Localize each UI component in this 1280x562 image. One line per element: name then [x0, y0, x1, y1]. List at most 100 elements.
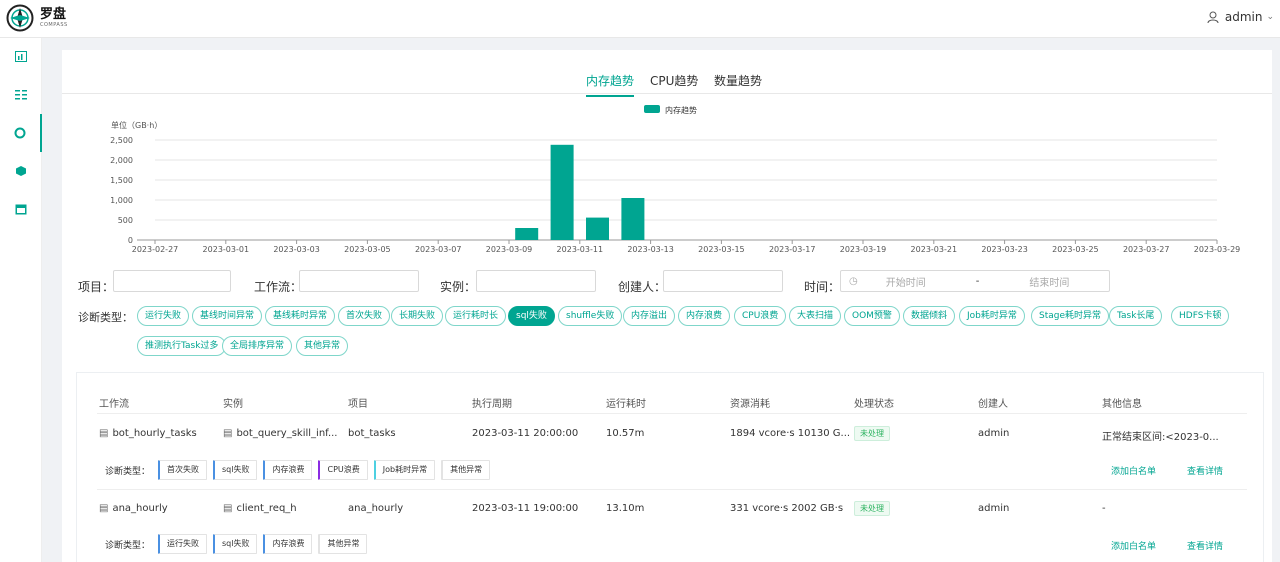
diag-tag: 其他异常 — [441, 460, 491, 480]
chip-sql-failed[interactable]: sql失败 — [508, 306, 555, 326]
diag-tag: Job耗时异常 — [373, 460, 436, 480]
tab-cpu-trend[interactable]: CPU趋势 — [650, 74, 699, 88]
diag-tag: 其他异常 — [318, 534, 368, 554]
chip-shuffle-failed[interactable]: shuffle失败 — [558, 306, 623, 326]
row-workflow[interactable]: ▤ bot_hourly_tasks — [99, 428, 197, 439]
chip-large-table-scan[interactable]: 大表扫描 — [789, 306, 842, 326]
workflow-icon: ▤ — [99, 428, 109, 439]
bar — [550, 144, 574, 240]
row-period: 2023-03-11 20:00:00 — [472, 428, 579, 439]
workflow-name: ana_hourly — [112, 503, 168, 514]
workflow-icon: ▤ — [99, 503, 109, 514]
add-whitelist-button[interactable]: 添加白名单 — [1111, 467, 1157, 477]
bar — [515, 228, 539, 240]
column-header-status: 处理状态 — [854, 399, 894, 410]
user-icon — [1207, 11, 1219, 23]
y-tick-label: 2,000 — [110, 156, 133, 165]
top-bar: 罗盘 COMPASS admin ⌄ — [0, 0, 1280, 38]
chip-long-runtime[interactable]: 运行耗时长 — [445, 306, 507, 326]
diag-tag: 运行失败 — [158, 534, 208, 554]
sidebar-item-diagnosis[interactable] — [0, 114, 42, 152]
tab-memory-trend[interactable]: 内存趋势 — [586, 72, 635, 97]
row-diagnosis-tags: 诊断类型： 运行失败 sql失败 内存浪费 其他异常 — [105, 533, 373, 555]
add-whitelist-button[interactable]: 添加白名单 — [1111, 542, 1157, 552]
memory-trend-chart: 内存趋势 单位（GB·h） 0 500 1,000 1,500 2,000 2,500 2023… — [62, 100, 1272, 310]
instance-input[interactable] — [476, 270, 596, 292]
row-instance[interactable]: ▤ bot_query_skill_inf... — [223, 428, 338, 439]
instance-icon: ▤ — [223, 503, 233, 514]
cube-icon — [16, 166, 26, 176]
row-duration: 10.57m — [606, 428, 645, 439]
x-tick-label: 2023-03-11 — [557, 245, 604, 254]
x-tick-label: 2023-03-19 — [840, 245, 887, 254]
chip-oom-warning[interactable]: OOM预警 — [844, 306, 900, 326]
chip-cpu-waste[interactable]: CPU浪费 — [734, 306, 787, 326]
clock-icon: ◷ — [849, 275, 858, 287]
x-tick-label: 2023-03-15 — [698, 245, 745, 254]
chip-first-failed[interactable]: 首次失败 — [338, 306, 391, 326]
x-tick-label: 2023-03-01 — [203, 245, 250, 254]
tab-count-trend[interactable]: 数量趋势 — [714, 74, 763, 88]
chip-global-sort-anomaly[interactable]: 全局排序异常 — [222, 336, 293, 356]
date-range-picker[interactable]: ◷ 开始时间 - 结束时间 — [840, 270, 1110, 292]
diagnosis-type-label: 诊断类型： — [78, 311, 133, 324]
y-tick-label: 1,000 — [110, 196, 133, 205]
row-resource: 331 vcore·s 2002 GB·s — [730, 503, 844, 514]
sidebar-item-dashboard[interactable] — [0, 38, 42, 76]
x-tick-label: 2023-03-23 — [981, 245, 1028, 254]
column-header-creator: 创建人 — [978, 399, 1008, 410]
diag-tag: CPU浪费 — [318, 460, 368, 480]
chip-job-duration-anomaly[interactable]: Job耗时异常 — [959, 306, 1025, 326]
chip-other-anomaly[interactable]: 其他异常 — [296, 336, 349, 356]
project-input[interactable] — [113, 270, 231, 292]
x-tick-label: 2023-03-17 — [769, 245, 816, 254]
row-diagnosis-label: 诊断类型： — [105, 540, 151, 551]
status-badge: 未处理 — [854, 501, 890, 516]
chip-baseline-duration-anomaly[interactable]: 基线耗时异常 — [265, 306, 336, 326]
chip-speculative-tasks[interactable]: 推测执行Task过多 — [137, 336, 227, 356]
chevron-down-icon: ⌄ — [1266, 12, 1274, 22]
view-details-button[interactable]: 查看详情 — [1187, 467, 1224, 477]
x-tick-label: 2023-03-27 — [1123, 245, 1170, 254]
sidebar-item-cube[interactable] — [0, 152, 42, 190]
view-details-button[interactable]: 查看详情 — [1187, 542, 1224, 552]
row-diagnosis-label: 诊断类型： — [105, 466, 151, 477]
trend-tabs: 内存趋势 CPU趋势 数量趋势 — [62, 68, 1272, 97]
row-creator: admin — [978, 428, 1010, 439]
x-tick-label: 2023-03-07 — [415, 245, 462, 254]
user-menu[interactable]: admin ⌄ — [1207, 10, 1274, 24]
main-panel: 内存趋势 CPU趋势 数量趋势 内存趋势 单位（GB·h） 0 500 1,000 1,5… — [62, 50, 1272, 562]
row-other-info: - — [1102, 503, 1106, 514]
creator-input[interactable] — [663, 270, 783, 292]
sidebar — [0, 38, 42, 562]
chip-long-term-failed[interactable]: 长期失败 — [391, 306, 444, 326]
column-header-other: 其他信息 — [1102, 399, 1142, 410]
chip-run-failed[interactable]: 运行失败 — [137, 306, 190, 326]
x-tick-label: 2023-03-21 — [911, 245, 958, 254]
chip-hdfs-stall[interactable]: HDFS卡顿 — [1171, 306, 1230, 326]
end-time-placeholder[interactable]: 结束时间 — [1029, 277, 1070, 289]
chip-task-long-tail[interactable]: Task长尾 — [1109, 306, 1163, 326]
row-divider — [97, 489, 1247, 490]
chip-data-skew[interactable]: 数据倾斜 — [903, 306, 956, 326]
chip-memory-overflow[interactable]: 内存溢出 — [623, 306, 676, 326]
instance-label: 实例： — [440, 280, 477, 294]
chip-baseline-time-anomaly[interactable]: 基线时间异常 — [192, 306, 263, 326]
start-time-placeholder[interactable]: 开始时间 — [885, 277, 926, 289]
sidebar-item-list[interactable] — [0, 76, 42, 114]
row-workflow[interactable]: ▤ ana_hourly — [99, 503, 168, 514]
bar — [586, 217, 609, 240]
row-diagnosis-tags: 诊断类型： 首次失败 sql失败 内存浪费 CPU浪费 Job耗时异常 其他异常 — [105, 459, 496, 481]
chip-stage-duration-anomaly[interactable]: Stage耗时异常 — [1031, 306, 1110, 326]
compass-logo-icon — [6, 4, 34, 32]
chip-memory-waste[interactable]: 内存浪费 — [678, 306, 731, 326]
sidebar-item-calendar[interactable] — [0, 190, 42, 228]
y-axis-label: 单位（GB·h） — [111, 120, 162, 130]
row-instance[interactable]: ▤ client_req_h — [223, 503, 297, 514]
logo[interactable]: 罗盘 COMPASS — [6, 4, 68, 32]
header-divider — [97, 413, 1247, 414]
workflow-input[interactable] — [299, 270, 419, 292]
bar — [621, 198, 645, 240]
diagnosis-icon — [14, 127, 26, 139]
row-other-info: 正常结束区间:<2023-0... — [1102, 432, 1219, 443]
